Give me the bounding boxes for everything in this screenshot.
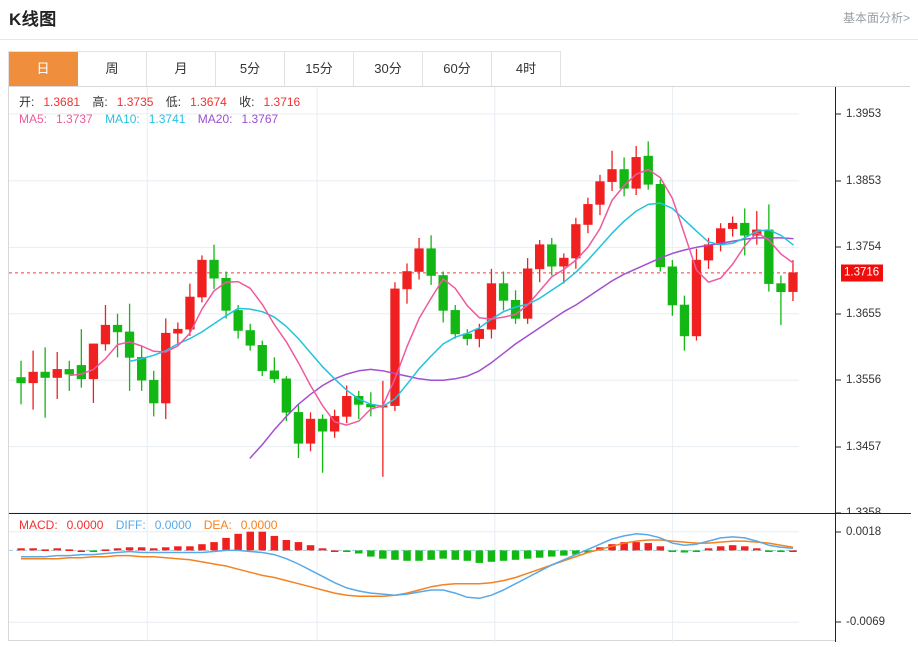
axis-tick-mark	[836, 313, 841, 315]
dea-value: 0.0000	[240, 518, 278, 532]
price-axis: 1.3953 1.3853 1.3754 1.3655 1.3556 1.3457 1.33…	[835, 87, 911, 519]
ma10-value: 1.3741	[148, 112, 186, 126]
ma5-value: 1.3737	[56, 112, 93, 126]
macd-value: 0.0000	[66, 518, 104, 532]
tab-7[interactable]: 4时	[492, 52, 561, 86]
price-pane[interactable]: 开: 1.3681 高: 1.3735 低: 1.3674 收: 1.3716 MA5:…	[9, 87, 911, 519]
axis-tick-mark	[836, 531, 841, 533]
macd-axis: 0.0018 -0.0069	[835, 514, 911, 642]
ma20-label: MA20:	[197, 112, 233, 126]
axis-tick-mark	[836, 180, 841, 182]
price-tick-label-5: 1.3457	[846, 440, 882, 453]
low-value: 1.3674	[190, 95, 227, 109]
open-value: 1.3681	[43, 95, 81, 109]
tab-0[interactable]: 日	[9, 52, 78, 86]
axis-tick-mark	[836, 246, 841, 248]
tab-3[interactable]: 5分	[216, 52, 285, 86]
ohlc-legend: 开: 1.3681 高: 1.3735 低: 1.3674 收: 1.3716	[19, 93, 309, 110]
tab-label: 月	[174, 61, 188, 76]
tab-label: 30分	[374, 61, 402, 76]
tab-label: 15分	[305, 61, 333, 76]
axis-tick-mark	[836, 379, 841, 381]
tab-5[interactable]: 30分	[354, 52, 423, 86]
macd-tick-label-1: -0.0069	[846, 616, 886, 629]
page-title: K线图	[9, 10, 57, 29]
ma20-value: 1.3767	[241, 112, 279, 126]
ma-legend: MA5: 1.3737 MA10: 1.3741 MA20: 1.3767	[19, 112, 287, 126]
candlestick-plot[interactable]	[9, 87, 835, 513]
tab-label: 5分	[239, 61, 261, 76]
close-label: 收:	[239, 95, 255, 109]
low-label: 低:	[165, 95, 182, 109]
price-tick-label-0: 1.3953	[846, 107, 882, 120]
chart-frame: 开: 1.3681 高: 1.3735 低: 1.3674 收: 1.3716 MA5:…	[8, 86, 911, 642]
axis-tick-mark	[836, 446, 841, 448]
axis-tick-mark	[836, 113, 841, 115]
current-price-badge: 1.3716	[841, 264, 884, 282]
close-value: 1.3716	[263, 95, 301, 109]
tab-label: 周	[105, 61, 119, 76]
price-tick-label-4: 1.3556	[846, 374, 882, 387]
macd-tick-label-0: 0.0018	[846, 525, 882, 538]
ma5-label: MA5:	[19, 112, 48, 126]
high-label: 高:	[92, 95, 108, 109]
tab-label: 60分	[443, 61, 471, 76]
tab-1[interactable]: 周	[78, 52, 147, 86]
macd-label: MACD:	[19, 518, 58, 532]
macd-plot[interactable]	[9, 514, 835, 642]
price-tick-label-3: 1.3655	[846, 307, 882, 320]
fundamental-analysis-link[interactable]: 基本面分析>	[842, 11, 910, 25]
period-tabbar: 日 周 月 5分 15分 30分 60分 4时	[8, 51, 561, 87]
tab-label: 4时	[515, 61, 537, 76]
tab-6[interactable]: 60分	[423, 52, 492, 86]
tab-4[interactable]: 15分	[285, 52, 354, 86]
macd-legend: MACD: 0.0000 DIFF: 0.0000 DEA: 0.0000	[19, 518, 286, 532]
macd-pane[interactable]: MACD: 0.0000 DIFF: 0.0000 DEA: 0.0000 0.001…	[9, 513, 911, 642]
diff-value: 0.0000	[154, 518, 192, 532]
tab-label: 日	[36, 61, 50, 76]
price-tick-label-1: 1.3853	[846, 174, 882, 187]
diff-label: DIFF:	[115, 518, 146, 532]
open-label: 开:	[19, 95, 35, 109]
page-header: K线图 基本面分析>	[0, 0, 918, 40]
price-tick-label-2: 1.3754	[846, 241, 882, 254]
axis-tick-mark	[836, 621, 841, 623]
high-value: 1.3735	[116, 95, 154, 109]
dea-label: DEA:	[203, 518, 232, 532]
ma10-label: MA10:	[105, 112, 140, 126]
tab-2[interactable]: 月	[147, 52, 216, 86]
